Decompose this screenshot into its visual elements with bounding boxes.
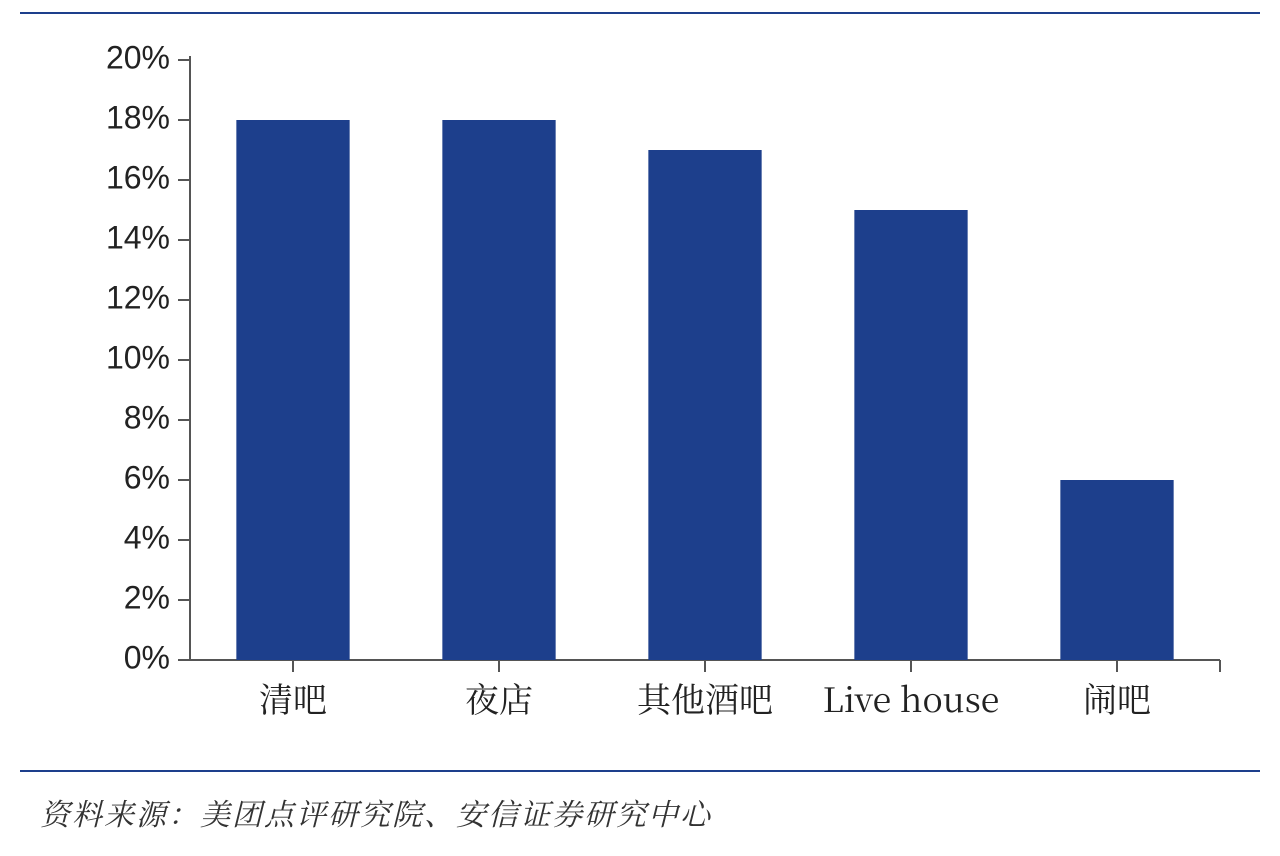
bar-chart: 0% 2% 4% 6% 8% 10% 12% 14% 16% 18% 20% 清吧 夜店 其他酒吧 Live… — [40, 40, 1240, 740]
category-label: 清吧 — [259, 673, 327, 722]
bar — [1060, 480, 1173, 660]
bottom-divider — [20, 770, 1260, 772]
source-citation: 资料来源：美团点评研究院、安信证券研究中心 — [40, 790, 712, 834]
y-tick-label: 8% — [124, 399, 170, 435]
chart-area: 0% 2% 4% 6% 8% 10% 12% 14% 16% 18% 20% 清吧 夜店 其他酒吧 Live… — [40, 40, 1240, 740]
y-tick-label: 2% — [124, 579, 170, 615]
y-tick-label: 16% — [106, 159, 170, 195]
y-tick-label: 6% — [124, 459, 170, 495]
y-tick-label: 4% — [124, 519, 170, 555]
y-tick-label: 14% — [106, 219, 170, 255]
y-tick-label: 20% — [106, 40, 170, 75]
bar — [236, 120, 349, 660]
top-divider — [20, 12, 1260, 14]
y-tick-label: 0% — [124, 639, 170, 675]
category-label: 闹吧 — [1083, 673, 1151, 722]
figure-container: 0% 2% 4% 6% 8% 10% 12% 14% 16% 18% 20% 清吧 夜店 其他酒吧 Live… — [0, 0, 1280, 856]
bar — [648, 150, 761, 660]
bar — [854, 210, 967, 660]
y-tick-label: 18% — [106, 99, 170, 135]
bar — [442, 120, 555, 660]
category-label: Live house — [823, 673, 1000, 722]
category-label: 夜店 — [465, 673, 533, 722]
category-label: 其他酒吧 — [637, 673, 773, 722]
y-tick-label: 12% — [106, 279, 170, 315]
y-tick-label: 10% — [106, 339, 170, 375]
